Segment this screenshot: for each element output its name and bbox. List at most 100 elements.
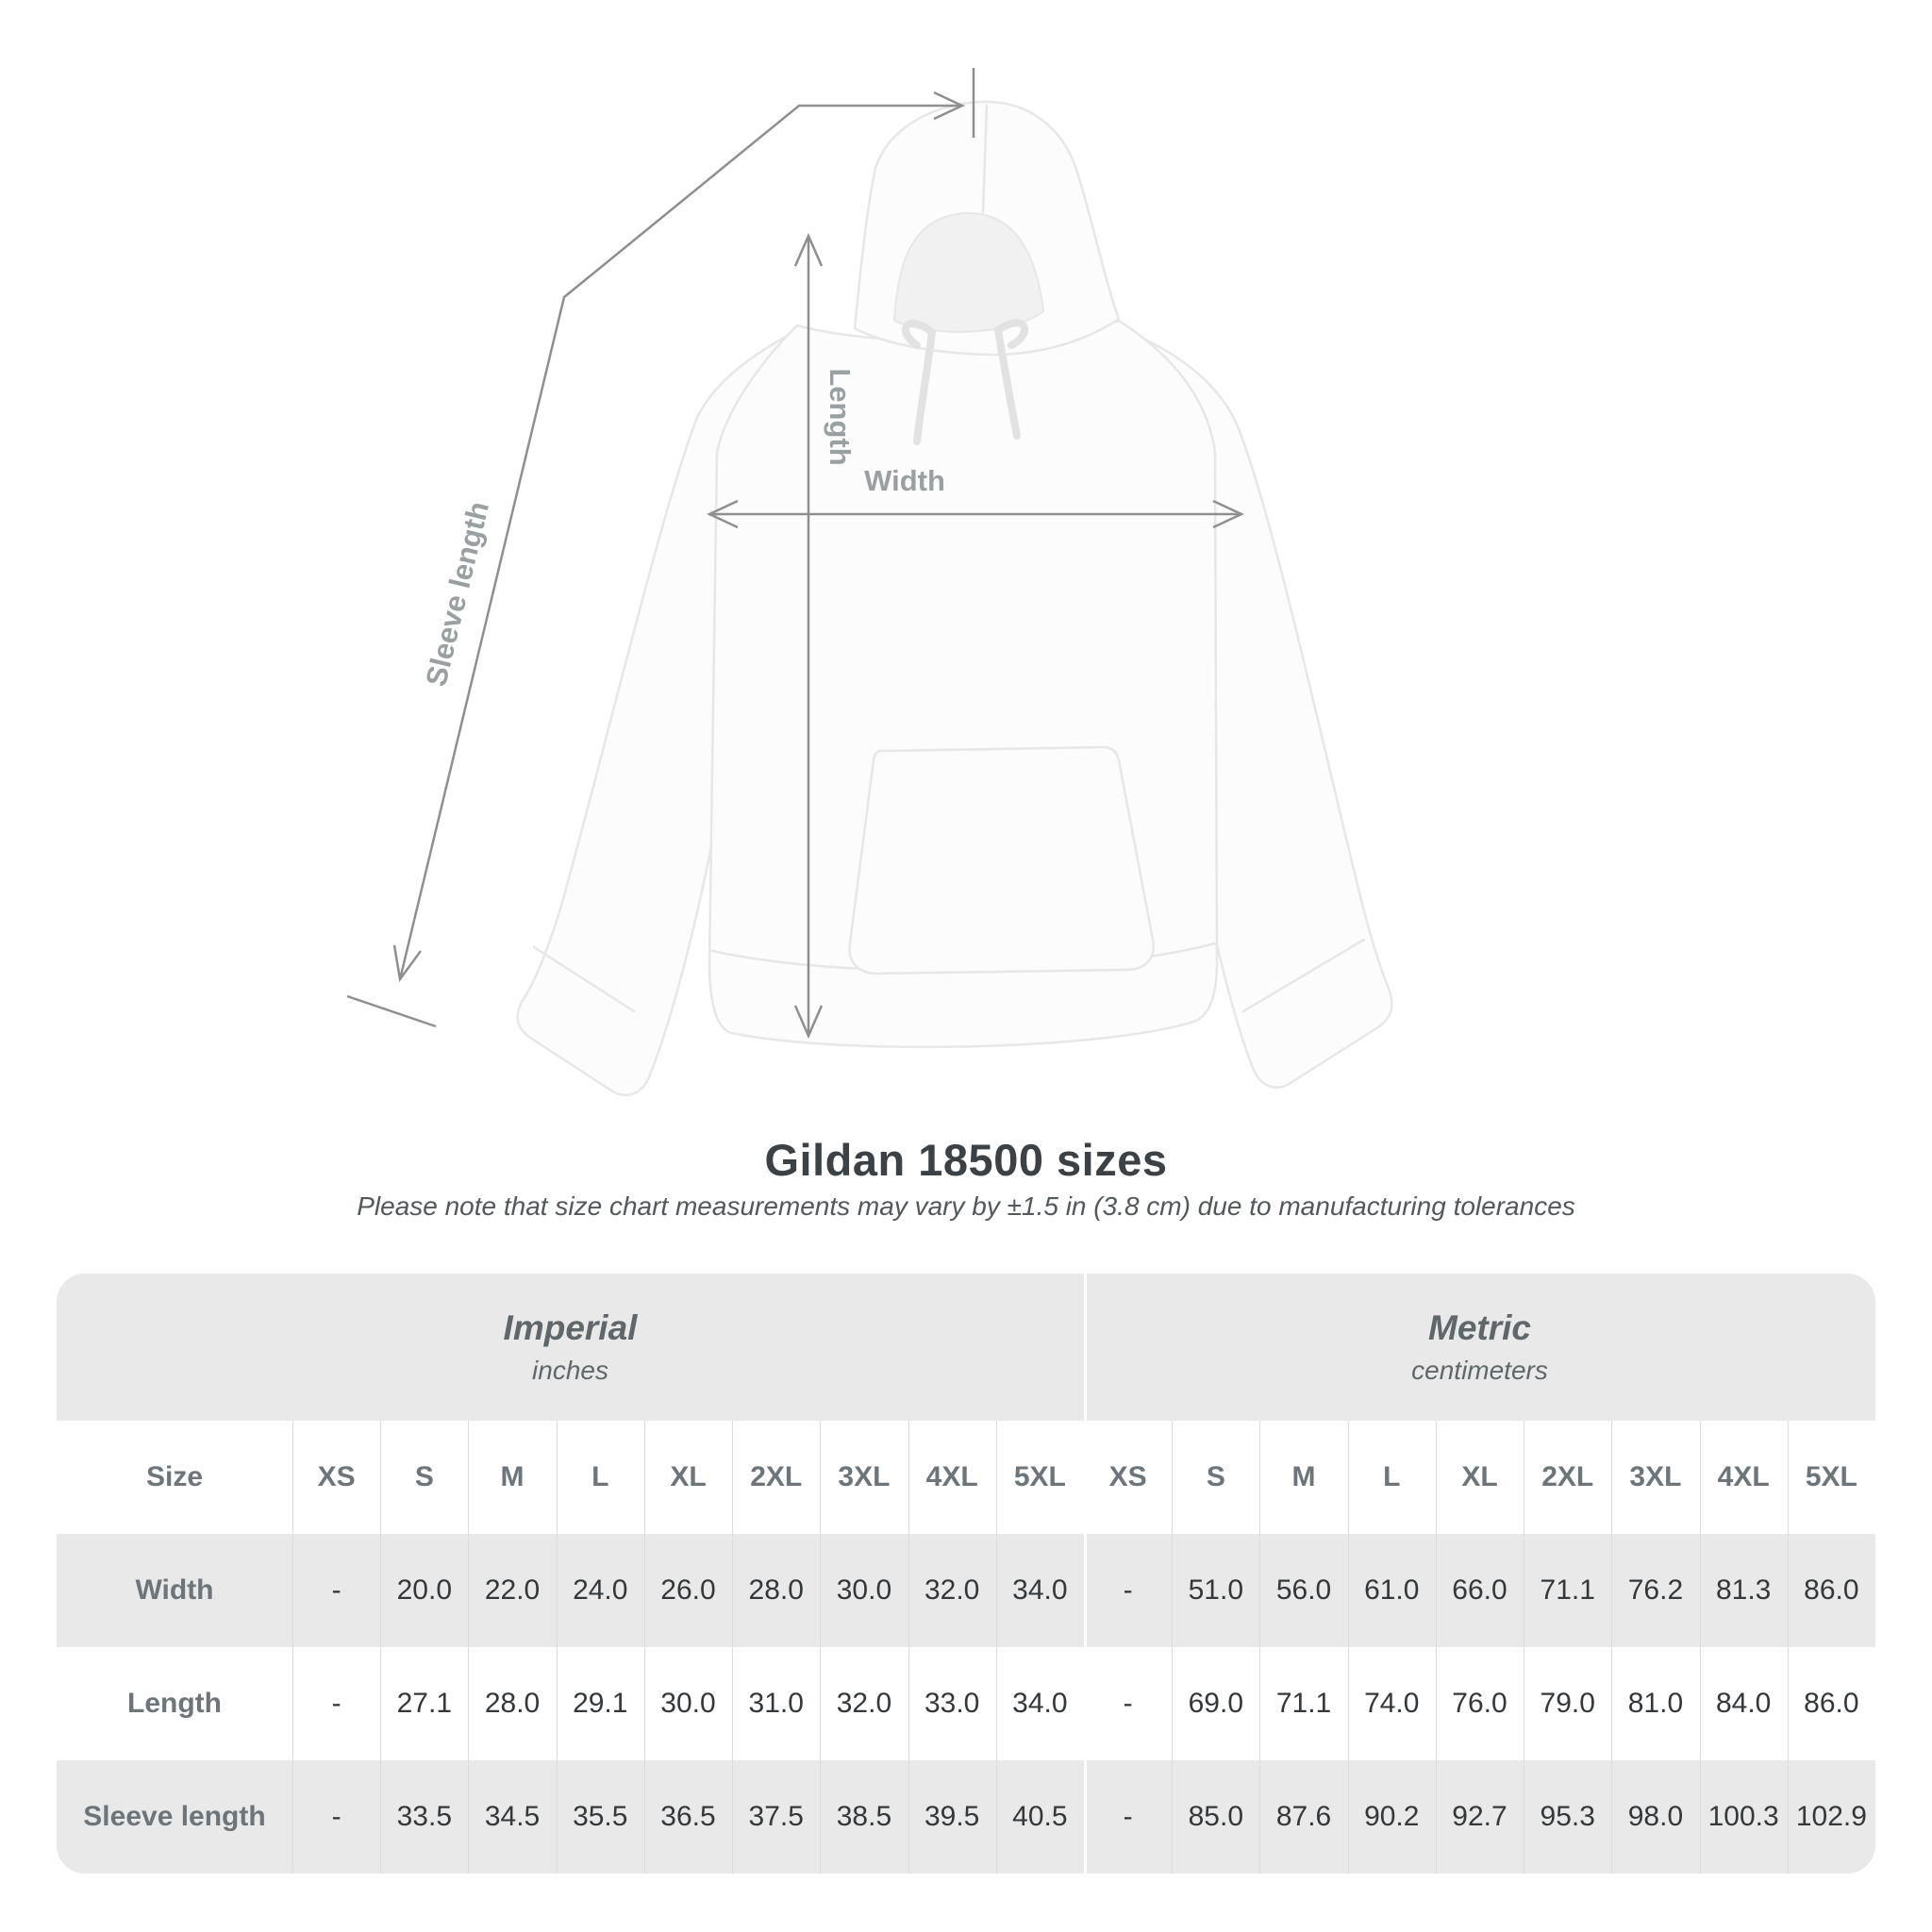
value-cell: 39.5 (908, 1760, 996, 1874)
size-header-metric-xs: XS (1084, 1421, 1172, 1534)
hoodie-right-cuff (1241, 938, 1366, 1013)
value-cell: - (292, 1647, 380, 1760)
value-cell: 38.5 (820, 1760, 908, 1874)
value-cell: 66.0 (1436, 1534, 1524, 1647)
value-cell: - (292, 1534, 380, 1647)
value-cell: - (292, 1760, 380, 1874)
value-cell: 30.0 (820, 1534, 908, 1647)
value-cell: 34.0 (996, 1534, 1084, 1647)
size-header-metric-xl: XL (1436, 1421, 1524, 1534)
value-cell: 24.0 (557, 1534, 644, 1647)
value-cell: 85.0 (1172, 1760, 1259, 1874)
table-row: Sleeve length -33.5 34.5 35.5 36.5 37.5 38.5 39… (57, 1760, 1875, 1874)
size-header-imperial-xl: XL (644, 1421, 732, 1534)
value-cell: 34.5 (468, 1760, 556, 1874)
value-cell: 40.5 (996, 1760, 1084, 1874)
size-header-metric-l: L (1348, 1421, 1436, 1534)
value-cell: 87.6 (1259, 1760, 1347, 1874)
hoodie-left-cuff (532, 945, 636, 1013)
sleeve-length-label: Sleeve length (419, 498, 495, 690)
value-cell: 31.0 (732, 1647, 820, 1760)
hoodie-illustration (516, 100, 1393, 1096)
hoodie-pocket (848, 745, 1156, 975)
value-cell: 76.0 (1436, 1647, 1524, 1760)
width-measure-arrow-left (707, 499, 739, 529)
size-header-row: Size XS S M L XL 2XL 3XL 4XL 5XL XS S M L XL 2XL 3XL 4XL 5… (57, 1421, 1875, 1534)
value-cell: 27.1 (380, 1647, 468, 1760)
value-cell: 35.5 (557, 1760, 644, 1874)
row-header: Sleeve length (83, 1801, 266, 1832)
value-cell: 76.2 (1611, 1534, 1699, 1647)
size-header-imperial-2xl: 2XL (732, 1421, 820, 1534)
value-cell: 95.3 (1524, 1760, 1611, 1874)
value-cell: 28.0 (468, 1647, 556, 1760)
value-cell: 30.0 (644, 1647, 732, 1760)
value-cell: - (1084, 1760, 1172, 1874)
value-cell: 84.0 (1700, 1647, 1788, 1760)
hoodie-hood-seam (981, 104, 989, 215)
value-cell: 90.2 (1348, 1760, 1436, 1874)
length-measure-arrow-up (793, 232, 824, 267)
hoodie-drawstring-left (913, 328, 936, 445)
value-cell: - (1084, 1647, 1172, 1760)
sleeve-measure-bottom-tick (346, 994, 437, 1028)
value-cell: 34.0 (996, 1647, 1084, 1760)
size-header-imperial-5xl: 5XL (996, 1421, 1084, 1534)
value-cell: 81.3 (1700, 1534, 1788, 1647)
size-header-metric-2xl: 2XL (1524, 1421, 1611, 1534)
size-header-metric-m: M (1259, 1421, 1347, 1534)
hoodie-drawstring-right (994, 326, 1021, 440)
metric-section-header: Metric centimeters (1084, 1274, 1875, 1421)
imperial-label: Imperial (503, 1308, 638, 1347)
value-cell: 22.0 (468, 1534, 556, 1647)
imperial-unit-label: inches (532, 1356, 608, 1385)
table-row: Width -20.0 22.0 24.0 26.0 28.0 30.0 32.0 34.0-5… (57, 1534, 1875, 1647)
width-measure-arrow-right (1212, 499, 1244, 529)
value-cell: 32.0 (820, 1647, 908, 1760)
value-cell: 33.5 (380, 1760, 468, 1874)
hoodie-measurement-diagram: Length Width Sleeve length (346, 68, 1393, 1096)
size-header-imperial-s: S (380, 1421, 468, 1534)
value-cell: 26.0 (644, 1534, 732, 1647)
value-cell: 37.5 (732, 1760, 820, 1874)
value-cell: 100.3 (1700, 1760, 1788, 1874)
value-cell: 28.0 (732, 1534, 820, 1647)
metric-label: Metric (1428, 1308, 1531, 1347)
value-cell: 51.0 (1172, 1534, 1259, 1647)
row-header: Length (127, 1688, 222, 1719)
size-header-imperial-3xl: 3XL (820, 1421, 908, 1534)
value-cell: 20.0 (380, 1534, 468, 1647)
value-cell: 32.0 (908, 1534, 996, 1647)
sleeve-measure-arrow-right (933, 91, 965, 121)
sleeve-measure-line (398, 104, 961, 980)
value-cell: 74.0 (1348, 1647, 1436, 1760)
size-header-imperial-l: L (557, 1421, 644, 1534)
metric-unit-label: centimeters (1411, 1356, 1548, 1385)
table-row: Length -27.1 28.0 29.1 30.0 31.0 32.0 33.0 34.0-… (57, 1647, 1875, 1760)
length-label: Length (824, 368, 857, 465)
size-table: Imperial inches Metric centimeters Size X… (57, 1274, 1875, 1874)
size-header-metric-4xl: 4XL (1700, 1421, 1788, 1534)
imperial-section-header: Imperial inches (57, 1274, 1084, 1421)
value-cell: 79.0 (1524, 1647, 1611, 1760)
sleeve-measure-arrow-down (392, 944, 423, 983)
value-cell: 86.0 (1788, 1647, 1875, 1760)
size-header-imperial-m: M (468, 1421, 556, 1534)
units-band: Imperial inches Metric centimeters (57, 1274, 1875, 1421)
value-cell: 98.0 (1611, 1760, 1699, 1874)
value-cell: 86.0 (1788, 1534, 1875, 1647)
row-header: Width (135, 1574, 214, 1606)
value-cell: 92.7 (1436, 1760, 1524, 1874)
size-header-metric-3xl: 3XL (1611, 1421, 1699, 1534)
value-cell: 33.0 (908, 1647, 996, 1760)
size-header-imperial-4xl: 4XL (908, 1421, 996, 1534)
hoodie-hood-opening (892, 211, 1045, 333)
size-header-metric-5xl: 5XL (1788, 1421, 1875, 1534)
value-cell: 71.1 (1259, 1647, 1347, 1760)
value-cell: 69.0 (1172, 1647, 1259, 1760)
length-measure-arrow-down (793, 1005, 824, 1040)
size-header-imperial-xs: XS (292, 1421, 380, 1534)
value-cell: 71.1 (1524, 1534, 1611, 1647)
value-cell: 102.9 (1788, 1760, 1875, 1874)
